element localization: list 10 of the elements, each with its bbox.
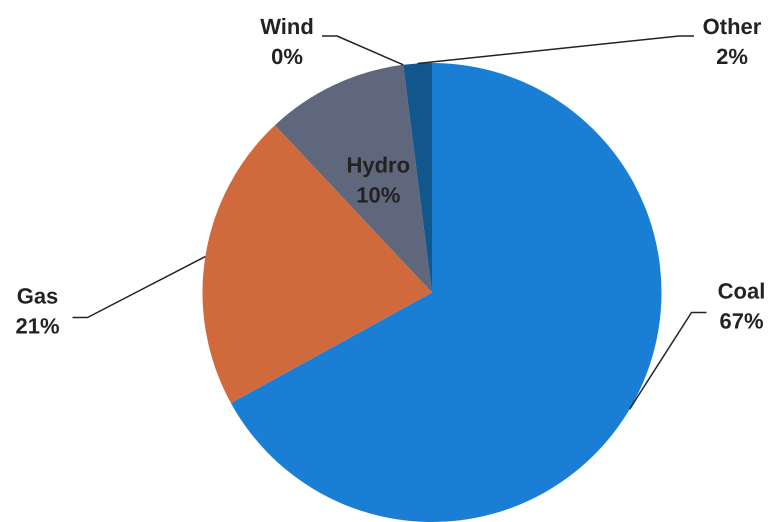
slice-label: Hydro xyxy=(346,152,410,178)
slice-label: Gas xyxy=(16,284,58,309)
data-label: 10% xyxy=(356,182,400,208)
slice-label: Coal xyxy=(718,278,766,304)
category-label: Wind xyxy=(260,14,314,40)
data-label: 21% xyxy=(15,314,60,339)
text: 0% xyxy=(271,44,303,70)
slice-label: Other xyxy=(702,14,762,40)
data-label: 2% xyxy=(716,44,748,70)
data-label: 67% xyxy=(719,308,764,334)
